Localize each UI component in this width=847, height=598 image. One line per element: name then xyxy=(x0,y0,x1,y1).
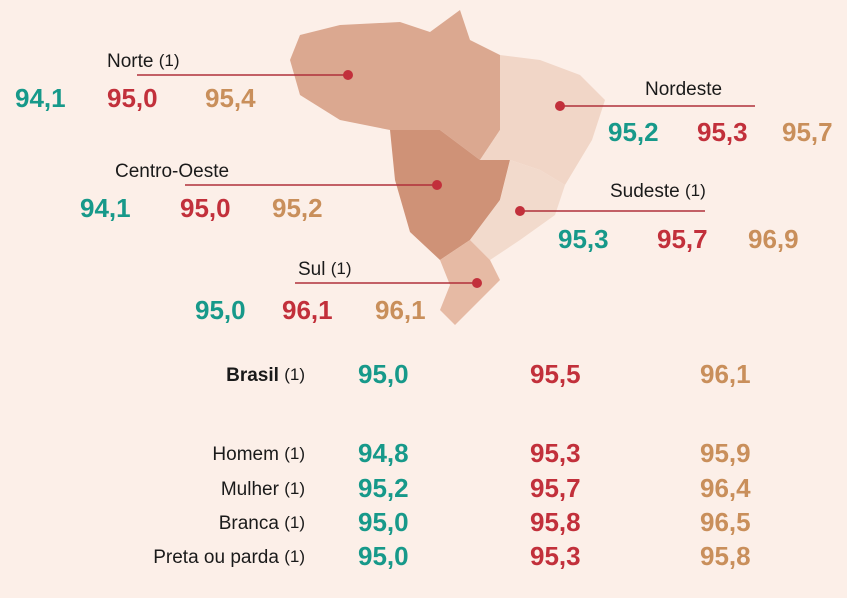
leader-dot xyxy=(343,70,353,80)
summary-value: 95,0 xyxy=(358,507,409,537)
summary-value: 95,0 xyxy=(358,359,409,389)
region-value: 95,4 xyxy=(205,83,256,113)
region-note: (1) xyxy=(331,259,352,278)
leader-dot xyxy=(432,180,442,190)
region-value: 95,0 xyxy=(107,83,158,113)
summary-name: Brasil xyxy=(226,365,279,386)
region-value: 94,1 xyxy=(15,83,66,113)
summary-name: Mulher xyxy=(221,479,280,500)
region-nordeste xyxy=(480,55,605,185)
summary-value: 95,8 xyxy=(530,507,581,537)
region-label: Centro-Oeste xyxy=(115,161,229,182)
region-name: Centro-Oeste xyxy=(115,161,229,182)
summary-value: 95,3 xyxy=(530,541,581,571)
leader-dot xyxy=(555,101,565,111)
summary-value: 95,3 xyxy=(530,438,581,468)
region-label: Norte (1) xyxy=(107,51,180,72)
region-centro-oeste xyxy=(390,130,510,260)
region-note: (1) xyxy=(685,181,706,200)
summary-note: (1) xyxy=(284,365,305,384)
region-value: 96,1 xyxy=(375,295,426,325)
leader-dot xyxy=(515,206,525,216)
leader-dot xyxy=(472,278,482,288)
region-name: Nordeste xyxy=(645,79,722,100)
summary-value: 95,7 xyxy=(530,473,581,503)
summary-note: (1) xyxy=(284,513,305,532)
summary-note: (1) xyxy=(284,547,305,566)
summary-value: 95,2 xyxy=(358,473,409,503)
summary-value: 96,5 xyxy=(700,507,751,537)
summary-note: (1) xyxy=(284,444,305,463)
region-value: 95,3 xyxy=(558,224,609,254)
region-name: Sudeste xyxy=(610,181,680,202)
summary-value: 96,4 xyxy=(700,473,751,503)
region-label: Nordeste xyxy=(645,79,722,100)
summary-value: 95,9 xyxy=(700,438,751,468)
region-value: 95,7 xyxy=(657,224,708,254)
region-note: (1) xyxy=(159,51,180,70)
summary-value: 94,8 xyxy=(358,438,409,468)
region-label: Sul (1) xyxy=(298,259,352,280)
region-value: 94,1 xyxy=(80,193,131,223)
summary-value: 95,0 xyxy=(358,541,409,571)
region-value: 95,7 xyxy=(782,117,833,147)
summary-name: Preta ou parda xyxy=(153,547,279,568)
summary-label: Mulher (1) xyxy=(221,479,305,500)
region-value: 95,2 xyxy=(272,193,323,223)
summary-value: 95,5 xyxy=(530,359,581,389)
region-value: 96,9 xyxy=(748,224,799,254)
region-name: Sul xyxy=(298,259,325,280)
region-value: 95,3 xyxy=(697,117,748,147)
summary-value: 96,1 xyxy=(700,359,751,389)
summary-name: Branca xyxy=(219,513,280,534)
summary-label: Brasil (1) xyxy=(226,365,305,386)
brazil-map xyxy=(290,10,605,325)
summary-label: Homem (1) xyxy=(212,444,305,465)
region-value: 95,0 xyxy=(180,193,231,223)
region-value: 95,0 xyxy=(195,295,246,325)
region-name: Norte xyxy=(107,51,153,72)
region-label: Sudeste (1) xyxy=(610,181,706,202)
summary-label: Preta ou parda (1) xyxy=(153,547,305,568)
summary-note: (1) xyxy=(284,479,305,498)
region-value: 96,1 xyxy=(282,295,333,325)
summary-label: Branca (1) xyxy=(219,513,305,534)
region-value: 95,2 xyxy=(608,117,659,147)
summary-name: Homem xyxy=(212,444,279,465)
region-norte xyxy=(290,10,500,160)
summary-value: 95,8 xyxy=(700,541,751,571)
